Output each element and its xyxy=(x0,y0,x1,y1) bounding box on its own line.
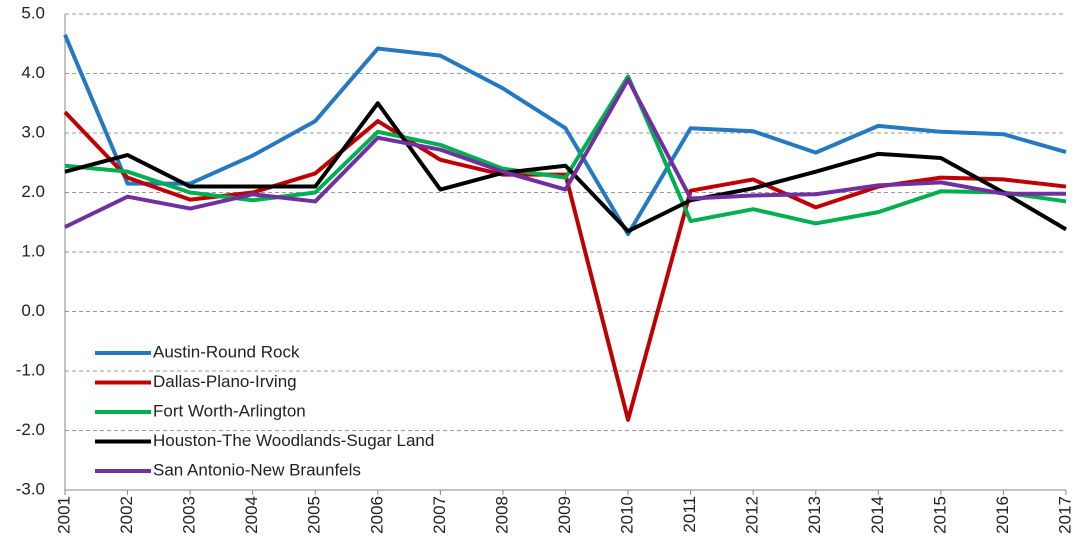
y-tick-label: 4.0 xyxy=(21,63,45,82)
legend-label: Austin-Round Rock xyxy=(153,342,300,361)
x-tick-label: 2017 xyxy=(1055,496,1074,534)
series-line xyxy=(64,101,1068,234)
series-line xyxy=(63,34,1067,237)
y-tick-label: 1.0 xyxy=(21,241,45,260)
x-tick-label: 2006 xyxy=(367,496,386,534)
x-tick-label: 2003 xyxy=(180,496,199,534)
y-tick-label: -1.0 xyxy=(16,360,45,379)
x-tick-label: 2013 xyxy=(805,496,824,534)
x-tick-label: 2012 xyxy=(743,496,762,534)
x-tick-label: 2015 xyxy=(930,496,949,534)
x-tick-label: 2009 xyxy=(555,496,574,534)
x-tick-label: 2004 xyxy=(242,496,261,534)
legend-label: Fort Worth-Arlington xyxy=(153,401,306,420)
x-tick-label: 2008 xyxy=(492,496,511,534)
x-tick-label: 2010 xyxy=(618,496,637,534)
y-tick-label: -3.0 xyxy=(16,479,45,498)
y-tick-label: -2.0 xyxy=(16,420,45,439)
y-tick-label: 3.0 xyxy=(21,122,45,141)
legend-label: Houston-The Woodlands-Sugar Land xyxy=(153,431,434,450)
y-tick-label: 5.0 xyxy=(21,3,45,22)
legend-label: San Antonio-New Braunfels xyxy=(153,460,361,479)
series-line xyxy=(64,77,1066,229)
legend-label: Dallas-Plano-Irving xyxy=(153,372,297,391)
y-tick-label: 0.0 xyxy=(21,301,45,320)
x-tick-label: 2016 xyxy=(993,496,1012,534)
x-tick-label: 2005 xyxy=(305,496,324,534)
y-tick-label: 2.0 xyxy=(21,182,45,201)
x-tick-label: 2014 xyxy=(868,496,887,534)
x-tick-label: 2007 xyxy=(430,496,449,534)
x-tick-label: 2002 xyxy=(117,496,136,534)
x-tick-label: 2011 xyxy=(680,496,699,533)
x-tick-label: 2001 xyxy=(54,496,73,534)
